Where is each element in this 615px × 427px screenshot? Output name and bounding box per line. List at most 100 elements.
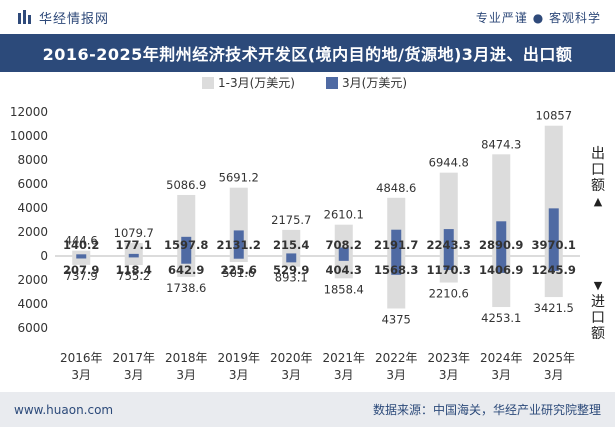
- import-month-bar: [286, 256, 297, 263]
- y-tick-label: 4000: [17, 297, 48, 311]
- import-side-label: ▼ 进 口 额: [588, 278, 608, 342]
- y-tick-label: 2000: [17, 273, 48, 287]
- export-cumulative-label: 5086.9: [166, 178, 206, 192]
- import-cumulative-bar: [124, 256, 143, 266]
- export-month-label: 2243.3: [427, 238, 471, 252]
- x-tick-label-year: 2017年: [112, 351, 155, 365]
- import-month-label: 225.6: [221, 263, 257, 277]
- x-tick-label-month: 3月: [334, 368, 354, 382]
- footer-website: www.huaon.com: [14, 402, 114, 417]
- export-cumulative-bar: [124, 243, 143, 256]
- x-tick-label-year: 2019年: [217, 351, 260, 365]
- import-side-label-char-2: 口: [591, 310, 605, 326]
- x-tick-label-year: 2022年: [375, 351, 418, 365]
- y-tick-label: 12000: [10, 105, 48, 119]
- import-side-label-char-1: 进: [591, 294, 605, 310]
- top-bar: 华经情报网 专业严谨 ● 客观科学: [0, 0, 615, 34]
- import-month-label: 642.9: [168, 263, 204, 277]
- export-month-label: 177.1: [116, 238, 152, 252]
- bar-chart: 1-3月(万美元) 3月(万美元) 6000 4000 2000 0 2000 4000 600…: [10, 76, 580, 382]
- x-tick-label-year: 2023年: [427, 351, 470, 365]
- x-tick-label-month: 3月: [124, 368, 144, 382]
- export-cumulative-label: 6944.8: [429, 156, 469, 170]
- import-month-label: 1245.9: [532, 263, 576, 277]
- x-tick-label-month: 3月: [491, 368, 511, 382]
- chart-title: 2016-2025年荆州经济技术开发区(境内目的地/货源地)3月进、出口额: [42, 45, 573, 64]
- x-tick-label-year: 2025年: [532, 351, 575, 365]
- export-month-label: 140.2: [63, 238, 99, 252]
- export-side-label-char-3: 额: [591, 178, 605, 194]
- legend-label-month: 3月(万美元): [342, 76, 407, 90]
- y-tick-label: 10000: [10, 129, 48, 143]
- export-cumulative-label: 8474.3: [481, 137, 521, 151]
- export-month-label: 2890.9: [479, 238, 523, 252]
- export-month-label: 2191.7: [374, 238, 418, 252]
- export-month-label: 215.4: [273, 238, 309, 252]
- title-bar: 2016-2025年荆州经济技术开发区(境内目的地/货源地)3月进、出口额: [0, 34, 615, 72]
- y-tick-label: 6000: [17, 177, 48, 191]
- import-month-bar: [496, 256, 507, 273]
- import-cumulative-bar: [334, 256, 353, 279]
- import-month-bar: [128, 256, 139, 258]
- legend-swatch-month: [326, 77, 338, 89]
- export-cumulative-bar: [72, 250, 91, 256]
- legend-swatch-cumulative: [202, 77, 214, 89]
- export-month-bar: [181, 236, 192, 256]
- export-side-label-char-2: 口: [591, 162, 605, 178]
- import-month-bar: [338, 256, 349, 261]
- export-cumulative-label: 2175.7: [271, 213, 311, 227]
- import-month-bar: [391, 256, 402, 275]
- import-month-bar: [181, 256, 192, 264]
- tagline: 专业严谨 ● 客观科学: [475, 10, 601, 25]
- x-tick-label-month: 3月: [71, 368, 91, 382]
- import-month-label: 118.4: [116, 263, 152, 277]
- x-tick-label-month: 3月: [176, 368, 196, 382]
- import-cumulative-label: 2210.6: [429, 287, 469, 301]
- export-month-bar: [233, 230, 244, 256]
- down-arrow-icon: ▼: [593, 279, 603, 292]
- y-tick-label: 6000: [17, 321, 48, 335]
- footer: www.huaon.com 数据来源：中国海关，华经产业研究院整理: [0, 392, 615, 427]
- export-month-label: 3970.1: [532, 238, 576, 252]
- export-month-bar: [548, 208, 559, 256]
- x-tick-label-month: 3月: [229, 368, 249, 382]
- export-month-label: 708.2: [326, 238, 362, 252]
- legend-label-cumulative: 1-3月(万美元): [218, 76, 295, 90]
- import-month-bar: [548, 256, 559, 271]
- import-month-label: 404.3: [326, 263, 362, 277]
- import-cumulative-label: 893.1: [275, 271, 308, 285]
- footer-source: 数据来源：中国海关，华经产业研究院整理: [372, 403, 601, 417]
- import-month-bar: [233, 256, 244, 259]
- x-tick-label-year: 2024年: [480, 351, 523, 365]
- brand: 华经情报网: [18, 8, 109, 27]
- x-tick-label-year: 2020年: [270, 351, 313, 365]
- import-cumulative-label: 755.2: [117, 269, 150, 283]
- import-month-label: 1406.9: [479, 263, 523, 277]
- export-side-label: 出 口 额 ▲: [588, 146, 608, 210]
- import-month-label: 1568.3: [374, 263, 418, 277]
- x-tick-label-month: 3月: [544, 368, 564, 382]
- export-month-bar: [286, 253, 297, 256]
- up-arrow-icon: ▲: [593, 195, 603, 208]
- x-tick-label-year: 2018年: [165, 351, 208, 365]
- brand-name: 华经情报网: [39, 11, 110, 27]
- x-tick-label-year: 2016年: [60, 351, 103, 365]
- export-month-bar: [443, 229, 454, 256]
- import-month-label: 207.9: [63, 263, 99, 277]
- x-tick-label-month: 3月: [281, 368, 301, 382]
- export-cumulative-label: 2610.1: [324, 208, 364, 222]
- export-cumulative-label: 444.6: [65, 234, 98, 248]
- export-month-bar: [76, 254, 87, 256]
- import-month-bar: [443, 256, 454, 271]
- y-tick-label: 0: [40, 249, 48, 263]
- export-month-bar: [338, 247, 349, 256]
- import-cumulative-label: 3421.5: [534, 301, 574, 315]
- import-month-label: 529.9: [273, 263, 309, 277]
- import-month-bar: [76, 256, 87, 259]
- export-cumulative-label: 1079.7: [114, 226, 154, 240]
- export-cumulative-label: 5691.2: [219, 171, 259, 185]
- export-month-bar: [496, 221, 507, 256]
- y-tick-label: 8000: [17, 153, 48, 167]
- import-month-label: 1170.3: [427, 263, 471, 277]
- export-cumulative-label: 10857: [535, 109, 572, 123]
